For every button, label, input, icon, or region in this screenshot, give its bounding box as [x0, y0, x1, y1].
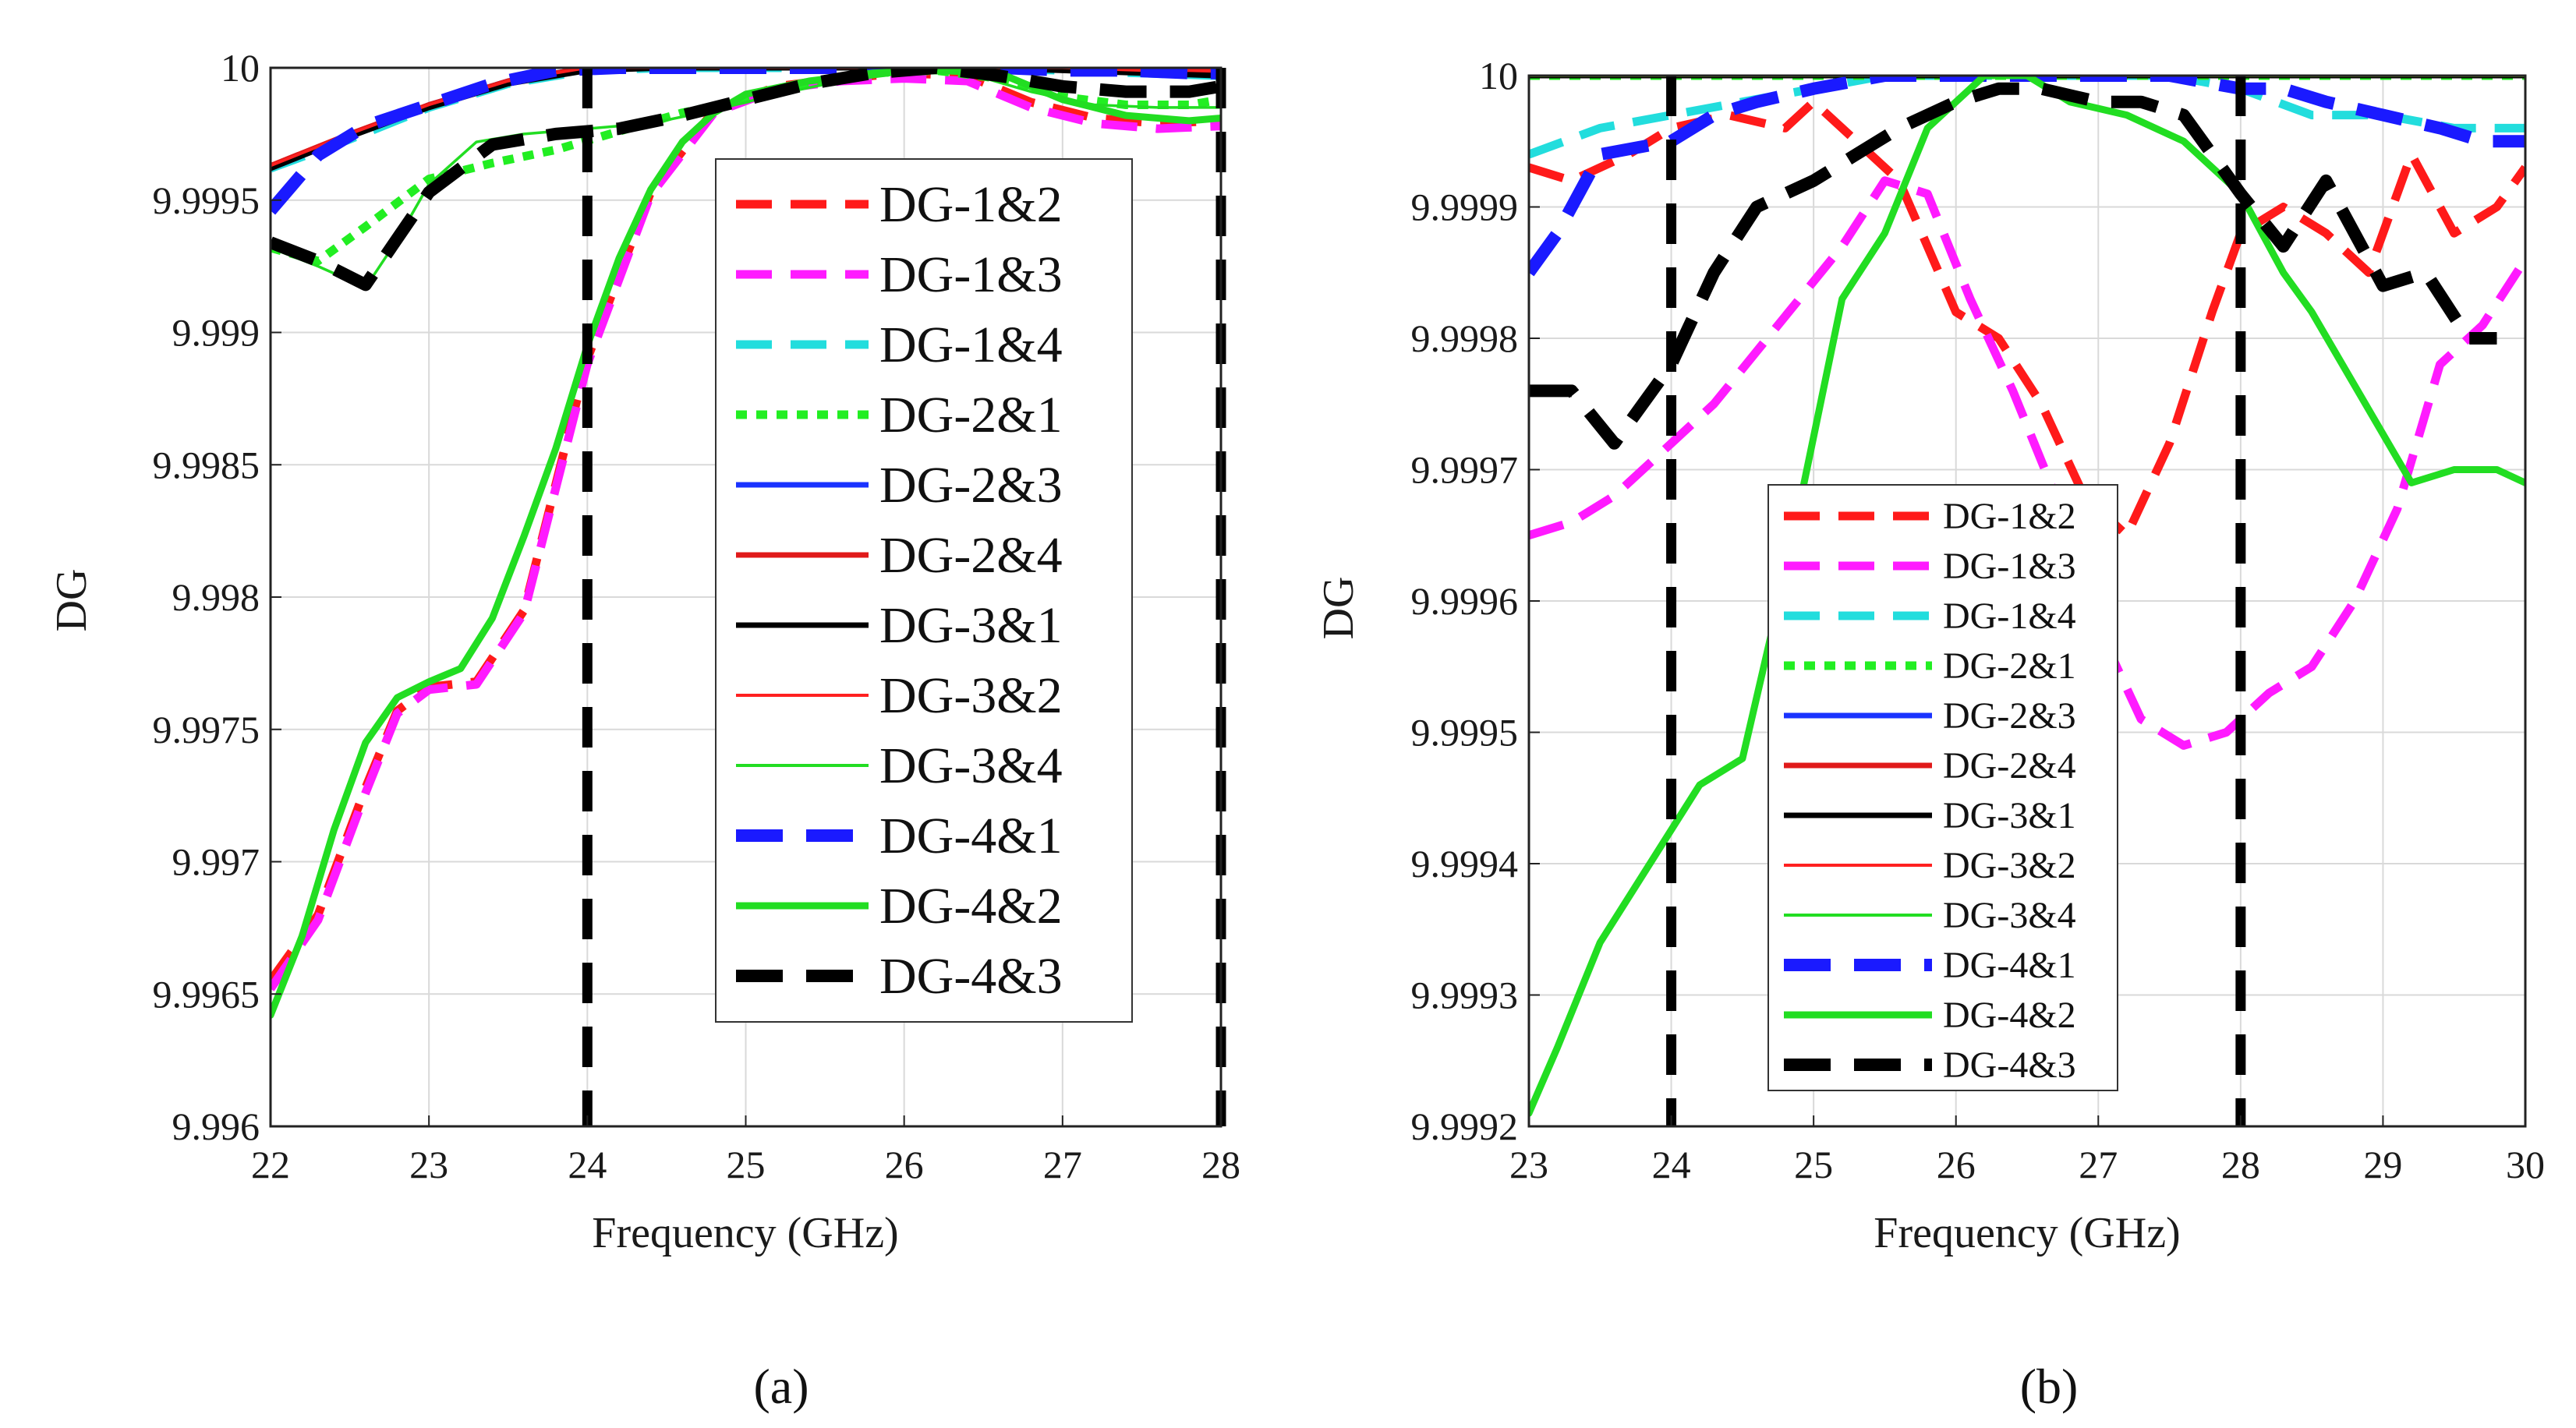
ticks-b: 23 24 25 26 27 28 29 30 9.9992 9.9993 9.9994 9.9995…: [1411, 54, 2546, 1186]
x-tick-label: 25: [727, 1143, 766, 1186]
y-tick-label: 9.9996: [1411, 579, 1519, 623]
y-tick-label: 10: [221, 46, 260, 90]
series-a: [271, 68, 1221, 1019]
series-line-dg-4-3: [271, 68, 1221, 292]
legend-label: DG-3&4: [879, 737, 1063, 794]
x-tick-label: 30: [2506, 1143, 2545, 1186]
legend-label: DG-3&4: [1943, 895, 2076, 936]
x-tick-label: 22: [251, 1143, 290, 1186]
x-tick-label: 23: [409, 1143, 448, 1186]
y-axis-label-a: DG: [48, 569, 96, 632]
y-tick-label: 9.9965: [153, 972, 260, 1016]
legend-label: DG-1&3: [1943, 546, 2076, 587]
legend-a: DG-1&2 DG-1&3 DG-1&4 DG-2&1 DG-2&3 DG-2&4 DG-3…: [715, 158, 1133, 1023]
legend-label: DG-4&3: [1943, 1044, 2076, 1086]
legend-label: DG-1&3: [879, 246, 1063, 303]
y-tick-label: 9.9975: [153, 708, 260, 751]
legend-box-b: [1767, 484, 2118, 1091]
legend-box-a: [715, 158, 1133, 1023]
series-line-dg-2-1: [271, 68, 1221, 266]
y-tick-label: 9.9998: [1411, 316, 1519, 360]
legend-label: DG-2&3: [1943, 695, 2076, 737]
y-axis-label-b: DG: [1315, 577, 1363, 640]
y-tick-label: 9.999: [172, 311, 260, 355]
x-axis-label-b: Frequency (GHz): [1874, 1209, 2180, 1257]
legend-label: DG-1&4: [879, 316, 1063, 373]
y-tick-label: 9.997: [172, 840, 260, 884]
legend-label: DG-3&1: [1943, 795, 2076, 836]
x-tick-label: 28: [2221, 1143, 2260, 1186]
y-tick-label: 10: [1479, 54, 1518, 97]
legend-label: DG-1&2: [1943, 496, 2076, 537]
x-tick-label: 24: [1652, 1143, 1691, 1186]
x-tick-label: 26: [885, 1143, 924, 1186]
series-line-dg-4-1: [271, 68, 1221, 215]
legend-label: DG-4&1: [1943, 945, 2076, 986]
x-tick-label: 24: [568, 1143, 607, 1186]
x-tick-label: 27: [1043, 1143, 1082, 1186]
series-line-dg-4-3: [1529, 82, 2497, 450]
panel-a: 22 23 24 25 26 27 28 9.996 9.9965 9.997 9.9975 9.99…: [48, 46, 1240, 1414]
y-tick-label: 9.998: [172, 575, 260, 619]
y-tick-label: 9.9992: [1411, 1105, 1519, 1148]
y-tick-label: 9.9997: [1411, 448, 1519, 492]
legend-label: DG-3&1: [879, 597, 1063, 654]
legend-label: DG-4&3: [879, 948, 1063, 1005]
ticks-a: 22 23 24 25 26 27 28 9.996 9.9965 9.997 9.9975 9.99…: [153, 46, 1241, 1186]
legend-label: DG-4&2: [879, 878, 1063, 935]
series-line-dg-4-2: [271, 68, 1221, 1019]
legend-label: DG-4&1: [879, 808, 1063, 864]
y-tick-label: 9.996: [172, 1105, 260, 1148]
legend-label: DG-3&2: [1943, 845, 2076, 886]
y-tick-label: 9.9999: [1411, 186, 1519, 229]
y-tick-label: 9.9993: [1411, 974, 1519, 1017]
x-tick-label: 28: [1201, 1143, 1240, 1186]
legend-label: DG-1&4: [1943, 596, 2076, 637]
y-tick-label: 9.9995: [1411, 711, 1519, 755]
x-tick-label: 29: [2363, 1143, 2402, 1186]
legend-label: DG-1&2: [879, 176, 1063, 233]
y-tick-label: 9.9995: [153, 178, 260, 222]
legend-label: DG-2&1: [879, 387, 1063, 444]
series-line-dg-1-3: [1529, 176, 2525, 750]
x-tick-label: 26: [1937, 1143, 1976, 1186]
legend-label: DG-3&2: [879, 667, 1063, 724]
legend-label: DG-2&1: [1943, 645, 2076, 687]
legend-label: DG-2&3: [879, 457, 1063, 514]
series-line-dg-4-2: [1529, 76, 2525, 1117]
series-line-dg-3-1: [271, 68, 1221, 171]
series-line-dg-3-2: [271, 68, 1221, 168]
panel-b: 23 24 25 26 27 28 29 30 9.9992 9.9993 9.9994 9.9995…: [1315, 54, 2545, 1414]
x-tick-label: 27: [2079, 1143, 2118, 1186]
x-tick-label: 25: [1794, 1143, 1833, 1186]
vlines-b: [1666, 76, 2246, 1126]
x-axis-label-a: Frequency (GHz): [592, 1209, 898, 1257]
y-tick-label: 9.9985: [153, 443, 260, 486]
series-line-dg-1-3: [271, 74, 1221, 991]
panel-label-b: (b): [2020, 1359, 2079, 1414]
legend-label: DG-2&4: [1943, 745, 2076, 786]
panel-label-a: (a): [753, 1359, 809, 1414]
x-tick-label: 23: [1509, 1143, 1548, 1186]
legend-b: DG-1&2 DG-1&3 DG-1&4 DG-2&1 DG-2&3 DG-2&4 DG-3…: [1767, 484, 2118, 1091]
legend-label: DG-2&4: [879, 527, 1063, 584]
legend-label: DG-4&2: [1943, 995, 2076, 1036]
y-tick-label: 9.9994: [1411, 842, 1519, 885]
